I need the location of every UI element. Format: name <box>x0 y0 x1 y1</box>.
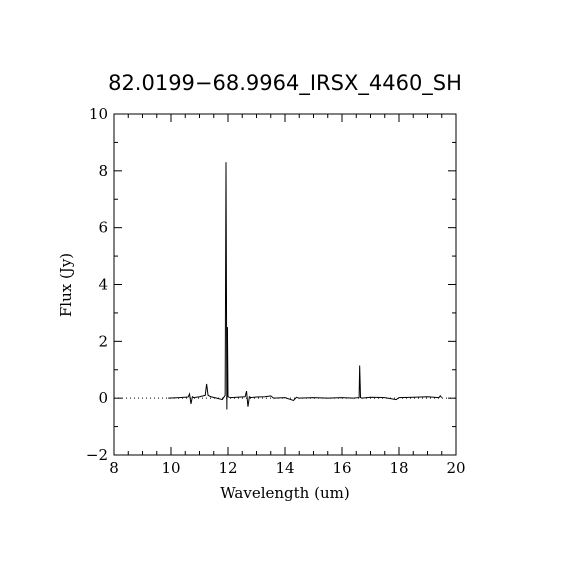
y-tick-label: 4 <box>98 276 108 294</box>
y-tick-label: 0 <box>98 389 108 407</box>
y-tick-label: 6 <box>98 219 108 237</box>
x-tick-label: 14 <box>275 459 294 477</box>
x-tick-label: 16 <box>332 459 351 477</box>
y-axis-label: Flux (Jy) <box>57 253 75 317</box>
x-tick-label: 12 <box>218 459 237 477</box>
x-axis-label: Wavelength (um) <box>220 484 349 502</box>
y-tick-label: −2 <box>86 446 108 464</box>
y-tick-label: 10 <box>89 105 108 123</box>
y-tick-label: 8 <box>98 162 108 180</box>
axis-ticks <box>113 113 457 456</box>
x-tick-label: 8 <box>109 459 119 477</box>
y-tick-label: 2 <box>98 332 108 350</box>
x-tick-label: 18 <box>389 459 408 477</box>
x-tick-label: 20 <box>446 459 465 477</box>
plot-frame <box>113 113 457 456</box>
x-tick-label: 10 <box>161 459 180 477</box>
chart-title: 82.0199−68.9964_IRSX_4460_SH <box>108 71 462 96</box>
y-tick-labels: −2 0 2 4 6 8 10 <box>86 105 108 464</box>
spectrum-line <box>168 162 443 410</box>
x-tick-labels: 8 10 12 14 16 18 20 <box>109 459 465 477</box>
